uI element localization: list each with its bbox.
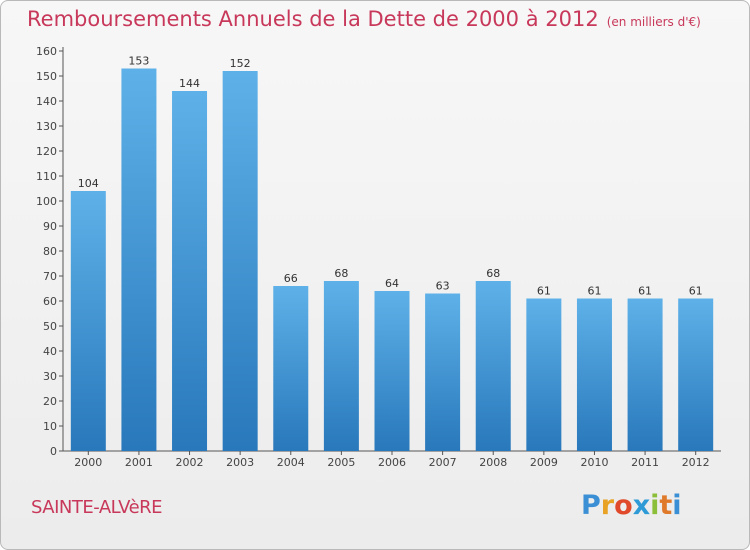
x-tick-label: 2011 — [631, 456, 659, 469]
y-tick-label: 100 — [36, 195, 57, 208]
x-tick-label: 2004 — [277, 456, 305, 469]
bar — [576, 298, 612, 451]
bar — [425, 293, 461, 451]
data-label: 61 — [638, 285, 652, 298]
y-tick-label: 140 — [36, 95, 57, 108]
x-tick-label: 2010 — [580, 456, 608, 469]
x-tick-label: 2002 — [176, 456, 204, 469]
bar — [222, 71, 258, 451]
x-tick-label: 2008 — [479, 456, 507, 469]
y-tick-label: 130 — [36, 120, 57, 133]
logo-letter: i — [672, 490, 682, 521]
y-tick-label: 20 — [43, 395, 57, 408]
bar — [678, 298, 714, 451]
x-tick-label: 2005 — [327, 456, 355, 469]
logo-letter: t — [659, 490, 673, 521]
bar — [273, 286, 309, 451]
y-tick-label: 30 — [43, 370, 57, 383]
y-tick-label: 150 — [36, 70, 57, 83]
y-tick-label: 0 — [50, 445, 57, 458]
chart-title: Remboursements Annuels de la Dette de 20… — [27, 7, 701, 31]
data-label: 61 — [537, 285, 551, 298]
y-tick-label: 90 — [43, 220, 57, 233]
y-tick-label: 60 — [43, 295, 57, 308]
data-label: 64 — [385, 277, 399, 290]
x-tick-label: 2009 — [530, 456, 558, 469]
bar — [70, 191, 106, 451]
data-label: 153 — [128, 55, 149, 68]
y-tick-label: 160 — [36, 45, 57, 58]
x-tick-label: 2003 — [226, 456, 254, 469]
logo-letter: o — [614, 490, 633, 521]
logo-letter: P — [581, 490, 601, 521]
bar — [172, 91, 208, 451]
y-tick-label: 70 — [43, 270, 57, 283]
x-tick-label: 2006 — [378, 456, 406, 469]
x-tick-label: 2007 — [429, 456, 457, 469]
y-tick-label: 40 — [43, 345, 57, 358]
x-tick-label: 2012 — [682, 456, 710, 469]
bar — [475, 281, 511, 451]
x-tick-label: 2001 — [125, 456, 153, 469]
data-label: 63 — [436, 280, 450, 293]
data-label: 68 — [486, 267, 500, 280]
data-label: 66 — [284, 272, 298, 285]
y-tick-label: 110 — [36, 170, 57, 183]
commune-name: SAINTE-ALVèRE — [31, 497, 163, 518]
data-label: 104 — [78, 177, 99, 190]
chart-unit: (en milliers d'€) — [606, 15, 701, 29]
bar — [323, 281, 359, 451]
bar — [374, 291, 410, 451]
data-label: 61 — [587, 285, 601, 298]
proxiti-logo[interactable]: Proxiti — [581, 490, 682, 521]
logo-letter: x — [632, 490, 651, 521]
data-label: 61 — [689, 285, 703, 298]
y-tick-label: 120 — [36, 145, 57, 158]
bar — [526, 298, 562, 451]
bar — [627, 298, 663, 451]
data-label: 68 — [334, 267, 348, 280]
y-tick-label: 50 — [43, 320, 57, 333]
bar — [121, 68, 157, 451]
data-label: 144 — [179, 77, 200, 90]
chart-title-text: Remboursements Annuels de la Dette de 20… — [27, 7, 599, 31]
logo-letter: r — [600, 490, 615, 521]
x-tick-label: 2000 — [74, 456, 102, 469]
data-label: 152 — [230, 57, 251, 70]
logo-letter: i — [650, 490, 660, 521]
y-tick-label: 10 — [43, 420, 57, 433]
y-tick-label: 80 — [43, 245, 57, 258]
